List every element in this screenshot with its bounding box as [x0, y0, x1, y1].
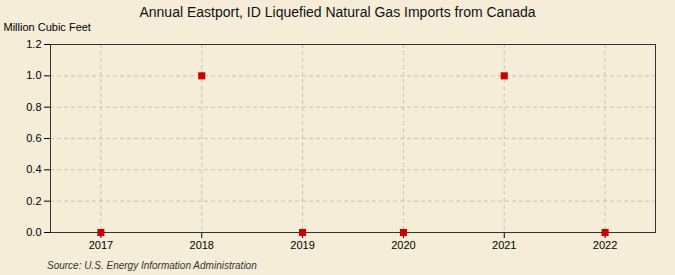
- svg-text:0.4: 0.4: [26, 163, 41, 175]
- svg-text:1.0: 1.0: [26, 69, 41, 81]
- svg-text:2021: 2021: [492, 239, 516, 251]
- svg-text:2017: 2017: [89, 239, 113, 251]
- svg-text:Million Cubic Feet: Million Cubic Feet: [4, 21, 91, 33]
- svg-text:0.8: 0.8: [26, 101, 41, 113]
- svg-text:2018: 2018: [190, 239, 214, 251]
- svg-text:0.6: 0.6: [26, 132, 41, 144]
- svg-text:2020: 2020: [391, 239, 415, 251]
- svg-text:0.0: 0.0: [26, 226, 41, 238]
- svg-text:2019: 2019: [290, 239, 314, 251]
- svg-text:1.2: 1.2: [26, 38, 41, 50]
- html-text:Source: U.S. Energy Informatio: Source: U.S. Energy Information Administ…: [47, 260, 257, 271]
- html-text:Annual Eastport, ID Liquefied: Annual Eastport, ID Liquefied Natural Ga…: [139, 4, 536, 20]
- svg-text:2022: 2022: [593, 239, 617, 251]
- svg-text:0.2: 0.2: [26, 195, 41, 207]
